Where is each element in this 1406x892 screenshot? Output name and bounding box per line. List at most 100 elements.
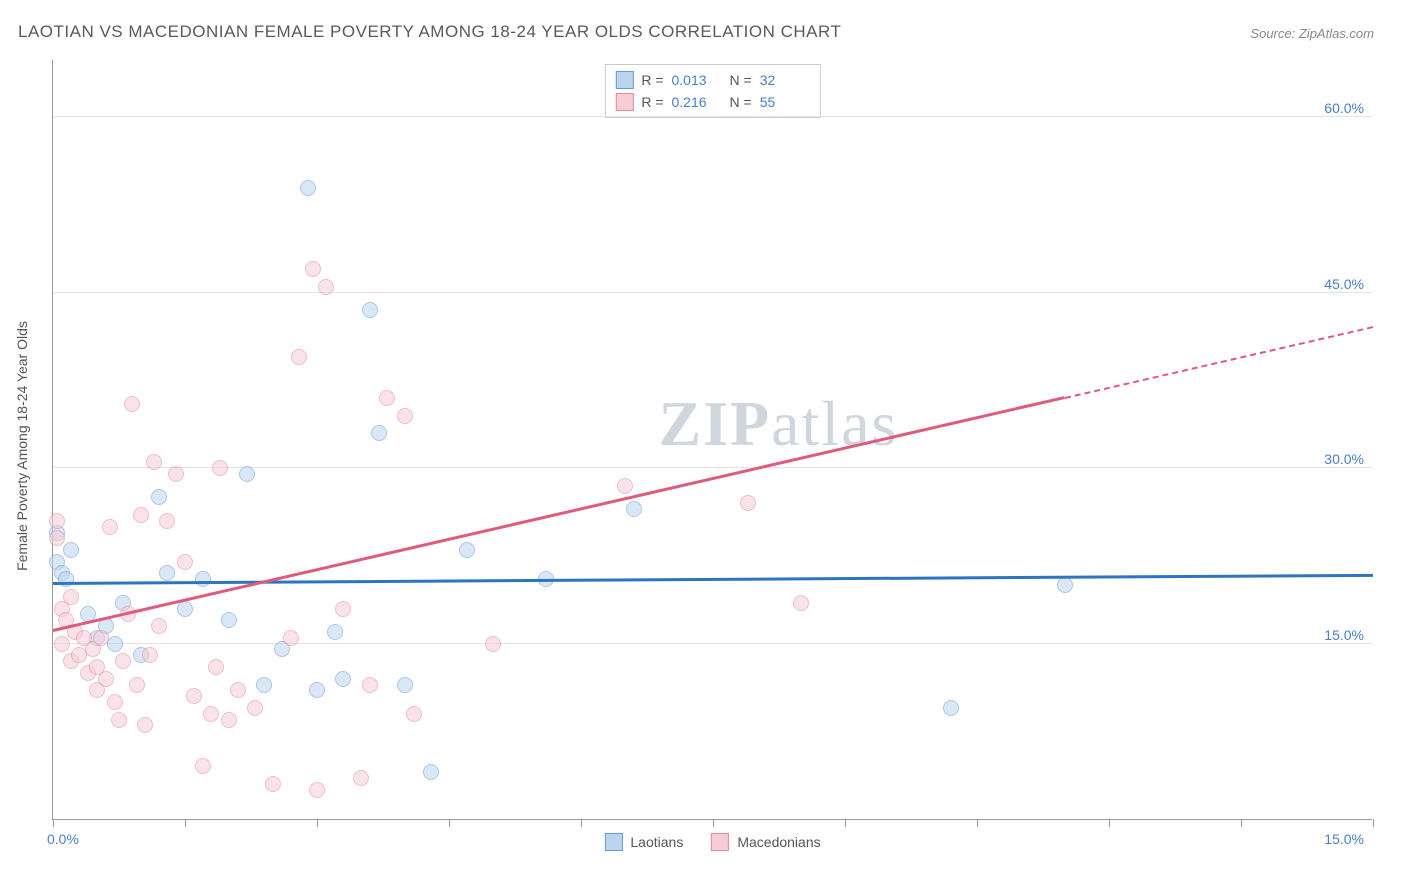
data-point: [133, 507, 149, 523]
data-point: [335, 671, 351, 687]
legend-item: Laotians: [604, 833, 683, 851]
data-point: [49, 530, 65, 546]
data-point: [353, 770, 369, 786]
data-point: [54, 636, 70, 652]
data-point: [406, 706, 422, 722]
x-tick: [53, 819, 54, 827]
data-point: [142, 647, 158, 663]
data-point: [239, 466, 255, 482]
data-point: [256, 677, 272, 693]
r-value: 0.216: [672, 94, 722, 110]
data-point: [362, 677, 378, 693]
data-point: [291, 349, 307, 365]
data-point: [305, 261, 321, 277]
x-tick: [713, 819, 714, 827]
data-point: [309, 782, 325, 798]
data-point: [195, 758, 211, 774]
data-point: [102, 519, 118, 535]
data-point: [98, 671, 114, 687]
data-point: [397, 408, 413, 424]
data-point: [93, 630, 109, 646]
data-point: [327, 624, 343, 640]
data-point: [230, 682, 246, 698]
legend-swatch: [615, 71, 633, 89]
legend-stat-row: R =0.013N =32: [615, 69, 809, 91]
data-point: [203, 706, 219, 722]
data-point: [115, 653, 131, 669]
data-point: [423, 764, 439, 780]
x-tick: [1241, 819, 1242, 827]
x-tick: [449, 819, 450, 827]
data-point: [177, 601, 193, 617]
x-axis-min-label: 0.0%: [47, 831, 79, 847]
r-label: R =: [641, 72, 663, 88]
legend-stats: R =0.013N =32R =0.216N =55: [604, 64, 820, 118]
data-point: [146, 454, 162, 470]
data-point: [124, 396, 140, 412]
data-point: [186, 688, 202, 704]
data-point: [318, 279, 334, 295]
n-label: N =: [730, 94, 752, 110]
gridline: [53, 292, 1372, 293]
data-point: [129, 677, 145, 693]
x-tick: [317, 819, 318, 827]
chart-title: LAOTIAN VS MACEDONIAN FEMALE POVERTY AMO…: [18, 22, 841, 42]
data-point: [159, 565, 175, 581]
y-tick-label: 15.0%: [1324, 627, 1364, 643]
data-point: [265, 776, 281, 792]
x-tick: [1109, 819, 1110, 827]
data-point: [1057, 577, 1073, 593]
data-point: [212, 460, 228, 476]
r-value: 0.013: [672, 72, 722, 88]
n-value: 32: [760, 72, 810, 88]
data-point: [362, 302, 378, 318]
y-tick-label: 60.0%: [1324, 100, 1364, 116]
legend-stat-row: R =0.216N =55: [615, 91, 809, 113]
data-point: [309, 682, 325, 698]
x-axis-max-label: 15.0%: [1324, 831, 1364, 847]
data-point: [617, 478, 633, 494]
data-point: [379, 390, 395, 406]
x-tick: [185, 819, 186, 827]
data-point: [107, 694, 123, 710]
legend-label: Laotians: [630, 834, 683, 850]
y-axis-title: Female Poverty Among 18-24 Year Olds: [14, 321, 30, 571]
data-point: [195, 571, 211, 587]
plot-area: ZIPatlas R =0.013N =32R =0.216N =55 Laot…: [52, 60, 1372, 820]
data-point: [63, 542, 79, 558]
source-label: Source: ZipAtlas.com: [1250, 26, 1374, 41]
chart-container: LAOTIAN VS MACEDONIAN FEMALE POVERTY AMO…: [0, 0, 1406, 892]
data-point: [168, 466, 184, 482]
data-point: [335, 601, 351, 617]
data-point: [221, 612, 237, 628]
legend-swatch: [615, 93, 633, 111]
data-point: [151, 618, 167, 634]
legend-swatch: [711, 833, 729, 851]
y-tick-label: 45.0%: [1324, 276, 1364, 292]
data-point: [137, 717, 153, 733]
data-point: [740, 495, 756, 511]
data-point: [247, 700, 263, 716]
data-point: [221, 712, 237, 728]
data-point: [793, 595, 809, 611]
legend-series: Laotians Macedonians: [604, 833, 820, 851]
x-tick: [581, 819, 582, 827]
legend-item: Macedonians: [711, 833, 820, 851]
x-tick: [1373, 819, 1374, 827]
data-point: [371, 425, 387, 441]
data-point: [626, 501, 642, 517]
data-point: [159, 513, 175, 529]
data-point: [943, 700, 959, 716]
data-point: [459, 542, 475, 558]
data-point: [397, 677, 413, 693]
gridline: [53, 116, 1372, 117]
y-tick-label: 30.0%: [1324, 451, 1364, 467]
data-point: [300, 180, 316, 196]
legend-swatch: [604, 833, 622, 851]
x-tick: [845, 819, 846, 827]
r-label: R =: [641, 94, 663, 110]
legend-label: Macedonians: [737, 834, 820, 850]
data-point: [63, 589, 79, 605]
data-point: [177, 554, 193, 570]
x-tick: [977, 819, 978, 827]
